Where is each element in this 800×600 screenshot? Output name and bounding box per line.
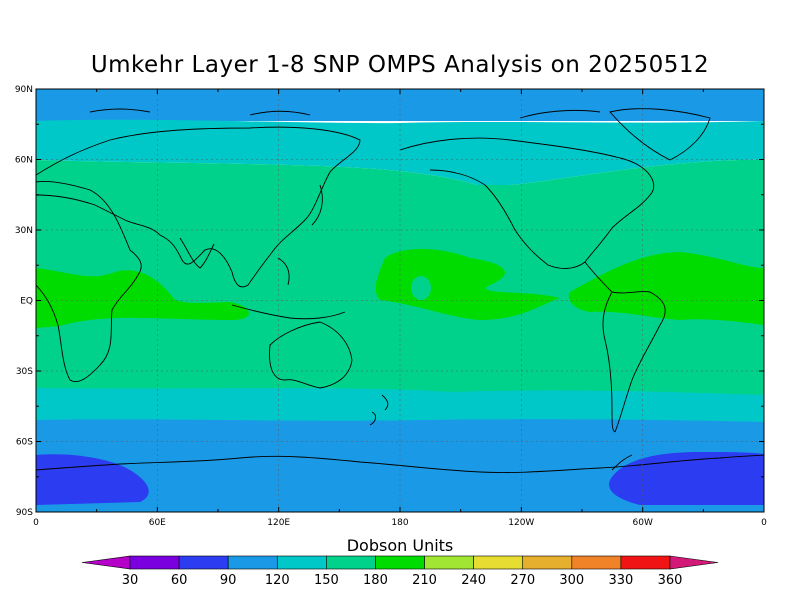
coastline-south-america-west	[602, 291, 616, 433]
colorbar-title: Dobson Units	[346, 536, 454, 555]
colorbar-segment	[326, 555, 376, 570]
colorbar-tick-label: 60	[171, 573, 188, 588]
band-60-90-antarctic-left	[36, 454, 149, 505]
lon-label-180: 180	[391, 518, 408, 528]
lat-label-60s: 60S	[16, 438, 33, 448]
colorbar-segment	[571, 555, 622, 570]
coastline-antarctic-peninsula	[611, 454, 633, 471]
band-210-240-south-america	[568, 252, 764, 325]
coastline-antarctica	[35, 454, 765, 473]
coastline-australia	[269, 321, 353, 389]
colorbar-tick-label: 120	[265, 573, 290, 588]
colorbar-segment	[178, 555, 229, 570]
coastline-south-america	[584, 261, 666, 433]
band-120-150-north	[36, 119, 764, 187]
coastline-philippines	[277, 257, 290, 286]
band-60-90-antarctic-right	[609, 452, 764, 505]
coastline-india	[179, 237, 215, 269]
colorbar	[81, 555, 719, 570]
lat-label-30n: 30N	[15, 226, 33, 236]
colorbar-segment	[522, 555, 573, 570]
longitude-labels: 0 60E 120E 180 120W 60W 0	[33, 518, 767, 528]
colorbar-segment	[129, 555, 180, 570]
coastline-eurasia	[35, 126, 361, 288]
coastline-indonesia	[231, 304, 346, 320]
lon-label-60e: 60E	[149, 518, 166, 528]
colorbar-segment	[620, 555, 671, 570]
lat-label-30s: 30S	[16, 367, 33, 377]
colorbar-tick-label: 330	[608, 573, 633, 588]
gridlines	[36, 89, 764, 512]
colorbar-tick-label: 150	[314, 573, 339, 588]
colorbar-segment	[227, 555, 278, 570]
lon-label-120e: 120E	[267, 518, 290, 528]
lon-label-120w: 120W	[508, 518, 534, 528]
colorbar-segment	[375, 555, 425, 570]
coastline-greenland	[609, 108, 711, 161]
band-210-240-equatorial	[36, 268, 249, 328]
colorbar-tick-label: 360	[658, 573, 683, 588]
colorbar-tick-label: 270	[510, 573, 535, 588]
lat-label-90n: 90N	[15, 85, 33, 95]
coastline-arctic-islands	[89, 108, 601, 119]
colorbar-tick-label: 300	[559, 573, 584, 588]
lon-label-0: 0	[33, 518, 39, 528]
lat-label-eq: EQ	[20, 297, 33, 307]
colorbar-over-triangle	[669, 555, 719, 570]
coastline-africa	[35, 181, 142, 383]
lat-label-90s: 90S	[16, 508, 33, 518]
colorbar-tick-label: 240	[461, 573, 486, 588]
colorbar-segment	[424, 555, 474, 570]
coastlines	[35, 108, 765, 473]
latitude-labels: 90N 60N 30N EQ 30S 60S 90S	[15, 85, 33, 518]
band-180-210-hole	[411, 276, 431, 300]
lon-label-0-right: 0	[761, 518, 767, 528]
colorbar-tick-label: 210	[412, 573, 437, 588]
colorbar-under-triangle	[81, 555, 131, 570]
tick-marks	[35, 88, 765, 513]
lon-label-60w: 60W	[633, 518, 653, 528]
colorbar-tick-label: 180	[363, 573, 388, 588]
map-title: Umkehr Layer 1-8 SNP OMPS Analysis on 20…	[90, 52, 710, 78]
colorbar-labels: 30 60 90 120 150 180 210 240 270 300 330 360	[122, 573, 683, 588]
coastline-north-america	[399, 137, 655, 269]
band-210-240-pacific	[375, 249, 560, 320]
colorbar-tick-label: 90	[220, 573, 237, 588]
colorbar-segment	[473, 555, 524, 570]
lat-label-60n: 60N	[15, 156, 33, 166]
coastline-japan	[311, 184, 323, 226]
band-120-150-south-inner	[36, 403, 764, 421]
colorbar-tick-label: 30	[122, 573, 139, 588]
colorbar-segment	[276, 555, 327, 570]
coastline-new-zealand	[369, 394, 389, 426]
